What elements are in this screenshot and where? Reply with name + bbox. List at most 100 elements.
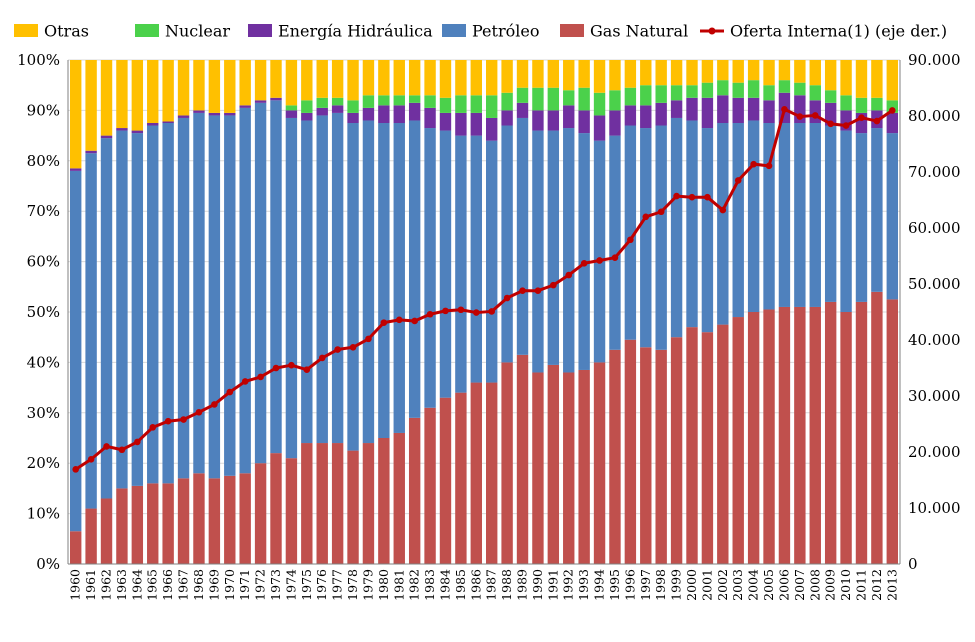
bar-petroleo-2009 [824, 125, 837, 302]
line-point-2011 [858, 114, 865, 121]
bar-energia-hidraulica-1992 [563, 105, 575, 129]
bar-nuclear-2005 [763, 85, 775, 101]
bar-otras-1996 [624, 60, 637, 88]
bar-otras-2009 [824, 60, 837, 91]
line-point-1977 [334, 346, 341, 353]
bar-gas-natural-2009 [824, 301, 837, 564]
bar-petroleo-1978 [347, 123, 359, 451]
line-point-1988 [503, 294, 511, 302]
bar-otras-1971 [239, 60, 251, 106]
x-tick-label: 1995 [607, 569, 622, 601]
tick-labels: 0% 10% 20% 30% 40% 50% 60% 70% 80% 90% 100% 0 10.000… [17, 51, 960, 601]
x-tick-label: 2013 [884, 569, 899, 601]
bar-gas-natural-1972 [254, 463, 267, 564]
line-point-2008 [811, 112, 819, 119]
x-tick-label: 2005 [761, 569, 776, 601]
bar-gas-natural-1980 [378, 438, 390, 564]
legend-label-nuclear: Nuclear [165, 22, 230, 41]
bar-otras-1965 [147, 60, 159, 123]
line-point-1990 [534, 287, 542, 295]
bar-petroleo-1976 [316, 115, 328, 444]
line-point-1997 [642, 213, 650, 221]
x-tick-label: 1962 [99, 569, 114, 601]
bar-nuclear-1983 [424, 95, 436, 108]
bar-petroleo-1991 [547, 130, 560, 365]
bar-otras-1976 [316, 60, 328, 98]
bar-petroleo-1963 [116, 130, 128, 489]
x-tick-label: 1970 [222, 569, 237, 601]
bar-petroleo-1966 [162, 123, 174, 484]
bar-gas-natural-1973 [270, 453, 282, 564]
bar-gas-natural-1971 [239, 473, 251, 564]
bar-energia-hidraulica-1994 [593, 115, 606, 141]
x-tick-label: 2004 [746, 569, 761, 601]
x-tick-label: 1978 [345, 569, 360, 601]
bar-gas-natural-1995 [609, 349, 621, 564]
bar-energia-hidraulica-1986 [470, 112, 482, 136]
bar-energia-hidraulica-2010 [840, 110, 852, 131]
bar-energia-hidraulica-2000 [686, 97, 698, 121]
y-tick-label: 100% [17, 51, 60, 69]
bar-petroleo-1967 [177, 117, 190, 479]
bar-energia-hidraulica-1990 [532, 110, 544, 131]
line-point-1985 [457, 306, 465, 314]
bar-petroleo-1970 [224, 115, 236, 476]
y2-tick-label: 0 [908, 555, 918, 573]
bar-otras-1974 [285, 60, 298, 106]
bar-otras-2004 [747, 60, 760, 81]
bar-gas-natural-1961 [85, 508, 97, 564]
bar-gas-natural-2005 [763, 309, 775, 564]
bar-petroleo-2000 [686, 120, 698, 328]
legend-label-petroleo: Petróleo [472, 22, 539, 41]
bar-nuclear-1991 [547, 87, 560, 111]
bar-petroleo-1997 [640, 128, 652, 348]
y-tick-label: 40% [27, 353, 60, 371]
bar-otras-2008 [809, 60, 821, 86]
bar-nuclear-1992 [563, 90, 575, 106]
bar-otras-1998 [655, 60, 667, 86]
bar-energia-hidraulica-1961 [85, 150, 97, 154]
bar-otras-1994 [593, 60, 606, 93]
x-tick-label: 2010 [838, 569, 853, 601]
line-point-1967 [180, 416, 187, 423]
bar-otras-1978 [347, 60, 359, 101]
bar-otras-1966 [162, 60, 174, 122]
bar-gas-natural-1974 [285, 458, 298, 564]
x-tick-label: 2003 [730, 569, 745, 601]
bar-petroleo-1980 [378, 123, 390, 438]
bar-petroleo-1969 [208, 115, 221, 479]
y2-tick-label: 50.000 [908, 275, 961, 293]
line-point-1973 [272, 364, 280, 372]
x-tick-label: 2002 [715, 569, 730, 601]
line-point-1987 [488, 308, 496, 315]
bar-otras-1972 [254, 60, 267, 101]
line-point-1968 [195, 408, 203, 416]
bar-otras-2011 [855, 60, 868, 98]
bar-petroleo-2010 [840, 130, 852, 312]
bar-petroleo-1981 [393, 123, 405, 433]
bar-energia-hidraulica-1978 [347, 112, 359, 123]
bar-nuclear-2007 [794, 82, 806, 96]
bar-gas-natural-2008 [809, 306, 821, 564]
bar-petroleo-2013 [886, 133, 898, 300]
bar-gas-natural-1989 [516, 354, 529, 564]
bar-otras-2013 [886, 60, 898, 101]
bar-energia-hidraulica-1981 [393, 105, 405, 123]
bar-gas-natural-2001 [701, 332, 714, 564]
y-tick-label: 70% [27, 202, 60, 220]
bar-otras-1975 [301, 60, 313, 101]
bar-gas-natural-1988 [501, 362, 513, 564]
bar-nuclear-2006 [778, 80, 791, 93]
bar-otras-1983 [424, 60, 436, 96]
bar-energia-hidraulica-1999 [670, 100, 683, 118]
x-tick-label: 2012 [869, 569, 884, 601]
bar-otras-1997 [640, 60, 652, 86]
legend-swatch-otras [14, 24, 38, 37]
x-tick-label: 1991 [545, 569, 560, 601]
bar-petroleo-1990 [532, 130, 544, 373]
line-point-1995 [611, 254, 619, 261]
x-tick-label: 1977 [330, 569, 345, 601]
bar-nuclear-1998 [655, 85, 667, 103]
